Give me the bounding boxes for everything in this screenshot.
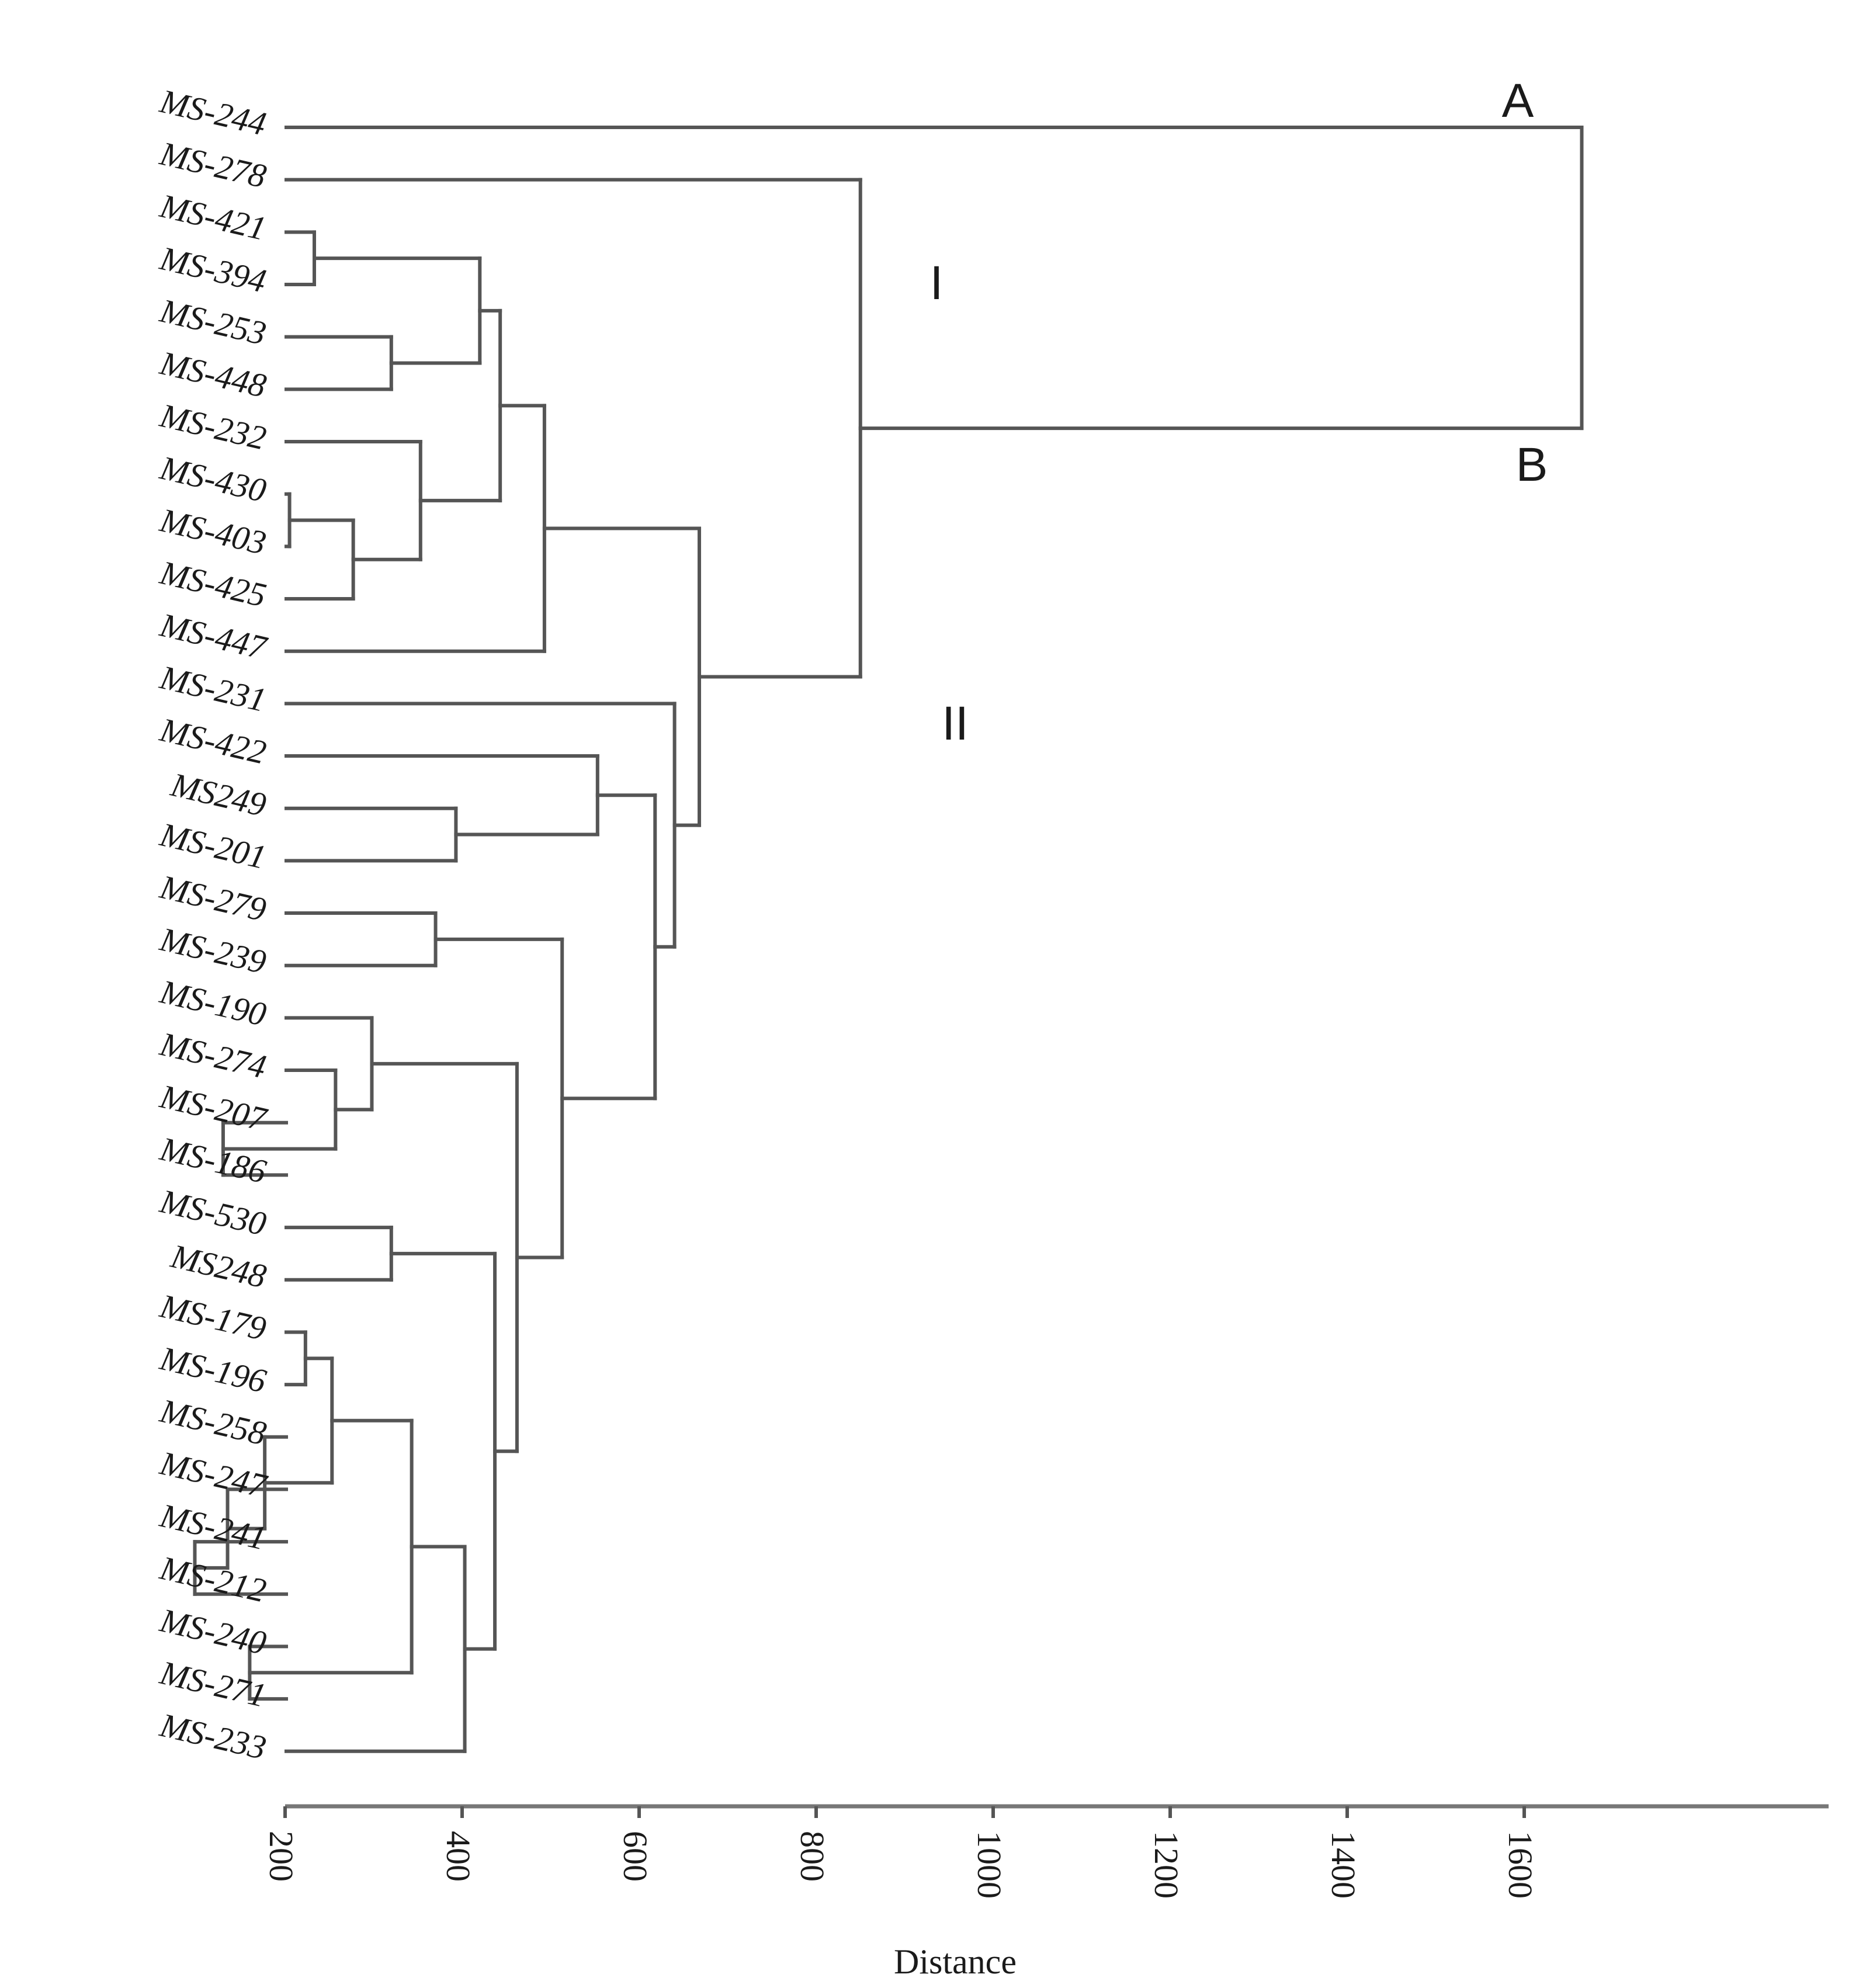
leaf-label-5: MS-448 (156, 344, 270, 405)
x-axis: 200 400 600 800 1000 1200 1400 1600 (262, 1804, 1829, 1899)
x-tick-label-1600: 1600 (1501, 1831, 1539, 1899)
leaf-label-12: MS-422 (156, 710, 270, 772)
leaf-label-7: MS-430 (156, 448, 270, 509)
x-tick-label-1200: 1200 (1147, 1831, 1185, 1899)
x-tick-label-1000: 1000 (970, 1831, 1008, 1899)
leaf-label-14: MS-201 (156, 815, 270, 876)
leaf-label-15: MS-279 (156, 868, 270, 929)
x-tick-label-200: 200 (262, 1831, 300, 1882)
leaf-label-3: MS-394 (156, 239, 270, 300)
leaf-label-21: MS-530 (156, 1182, 270, 1243)
x-tick-label-1400: 1400 (1324, 1831, 1362, 1899)
leaf-label-2: MS-421 (156, 186, 270, 248)
leaf-label-25: MS-258 (156, 1392, 270, 1453)
leaf-label-27: MS-241 (156, 1496, 270, 1557)
leaf-label-30: MS-271 (156, 1653, 270, 1715)
leaf-label-23: MS-179 (156, 1286, 270, 1348)
x-axis-ticks: 200 400 600 800 1000 1200 1400 1600 (262, 1806, 1539, 1899)
leaf-labels: MS-244MS-278MS-421MS-394MS-253MS-448MS-2… (156, 82, 270, 1767)
cluster-label-a: A (1502, 74, 1534, 127)
leaf-label-17: MS-190 (156, 972, 270, 1033)
dendrogram-links (193, 126, 1584, 1753)
leaf-label-10: MS-447 (156, 605, 270, 667)
leaf-label-31: MS-233 (156, 1706, 270, 1767)
leaf-label-16: MS-239 (156, 920, 270, 981)
leaf-label-28: MS-212 (156, 1549, 270, 1610)
cluster-label-b: B (1516, 438, 1548, 491)
x-tick-label-800: 800 (793, 1831, 831, 1882)
leaf-label-9: MS-425 (156, 553, 270, 615)
leaf-label-0: MS-244 (156, 82, 270, 143)
leaf-label-29: MS-240 (156, 1601, 270, 1662)
leaf-label-24: MS-196 (156, 1339, 270, 1400)
leaf-label-22: MS248 (167, 1237, 270, 1296)
cluster-label-i: I (930, 256, 944, 310)
leaf-label-19: MS-207 (156, 1077, 270, 1139)
x-tick-label-400: 400 (439, 1831, 477, 1882)
x-axis-title: Distance (894, 1942, 1017, 1981)
leaf-label-13: MS249 (167, 765, 270, 824)
leaf-label-6: MS-232 (156, 396, 270, 457)
leaf-label-1: MS-278 (156, 134, 270, 195)
leaf-label-20: MS-186 (156, 1129, 270, 1191)
leaf-label-26: MS-247 (156, 1444, 270, 1505)
x-tick-label-600: 600 (616, 1831, 654, 1882)
leaf-label-11: MS-231 (156, 658, 270, 719)
leaf-label-4: MS-253 (156, 291, 270, 352)
leaf-label-18: MS-274 (156, 1025, 270, 1086)
cluster-label-ii: II (942, 697, 969, 750)
leaf-label-8: MS-403 (156, 501, 270, 562)
